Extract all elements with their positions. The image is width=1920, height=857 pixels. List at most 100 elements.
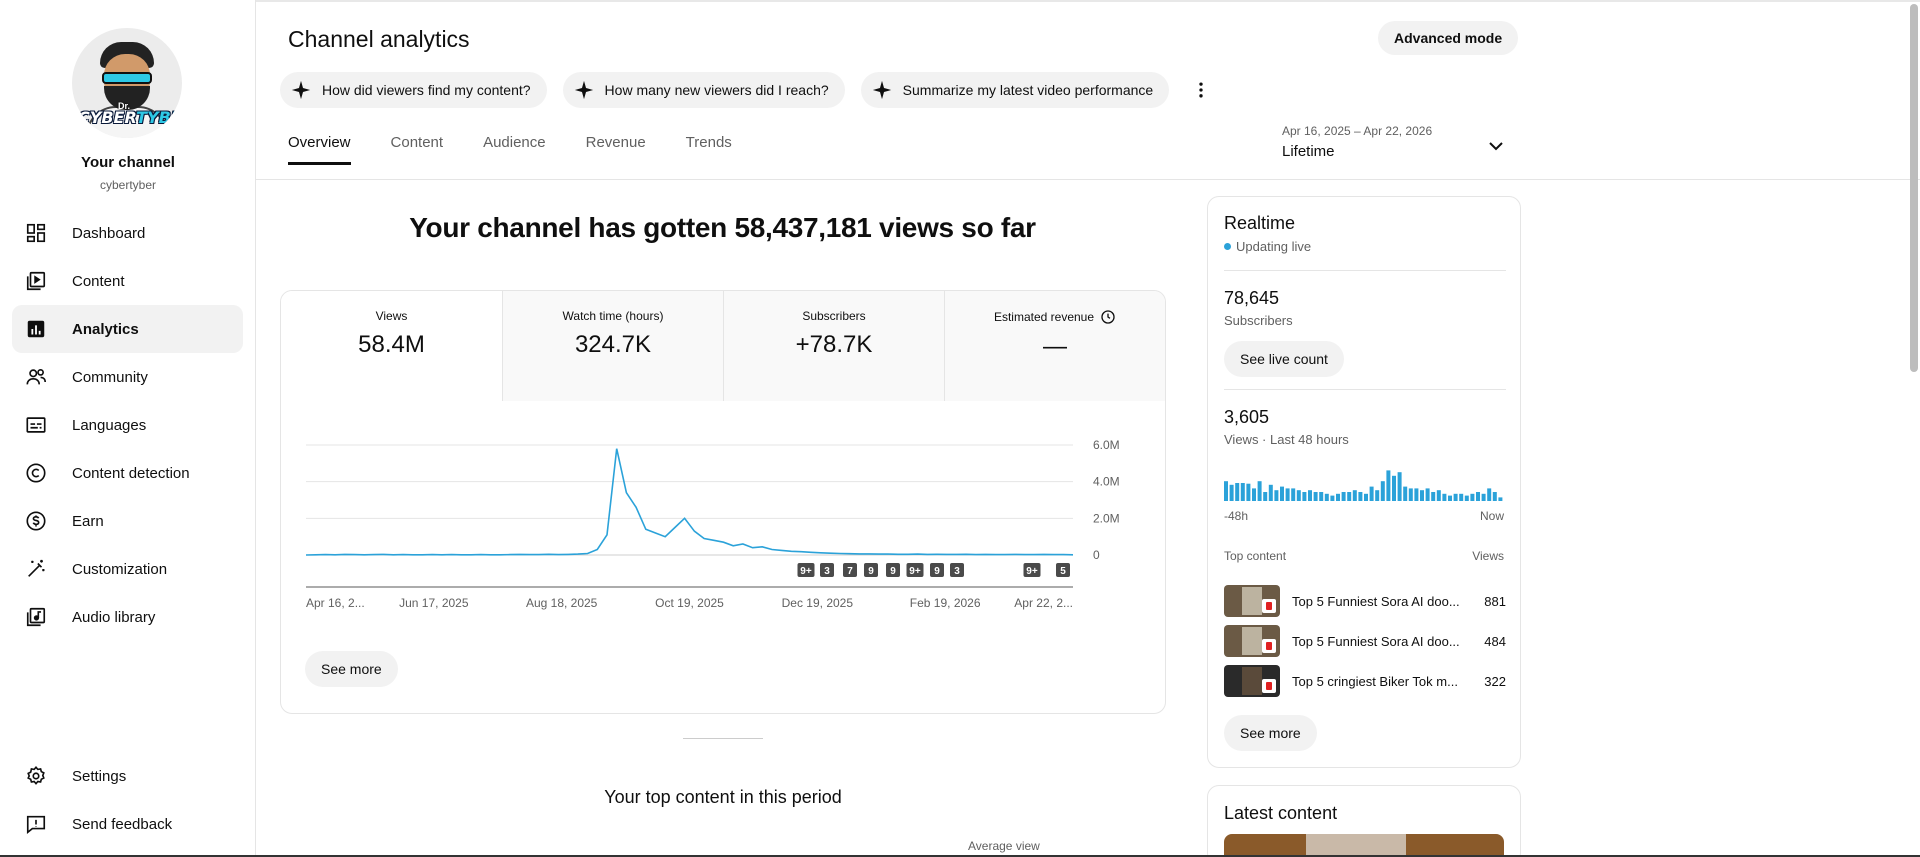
sidebar-item-label: Content [72,272,125,290]
sidebar-item-analytics[interactable]: Analytics [12,305,243,353]
sidebar-item-earn[interactable]: Earn [12,497,243,545]
top-content-row[interactable]: Top 5 Funniest Sora AI doo... 484 [1224,625,1506,657]
see-more-button[interactable]: See more [305,651,398,687]
x-tick-label: Apr 16, 2... [306,596,365,610]
annotation-marker[interactable]: 5 [1056,563,1070,577]
date-range-text: Apr 16, 2025 – Apr 22, 2026 [1282,124,1433,138]
sidebar-item-dashboard[interactable]: Dashboard [12,209,243,257]
realtime-bar [1476,492,1480,501]
annotation-marker-label: 9 [890,566,896,577]
realtime-bar [1492,492,1497,501]
realtime-bar [1403,486,1408,501]
top-content-row[interactable]: Top 5 Funniest Sora AI doo... 881 [1224,585,1506,617]
top-content-label: Top content [1224,549,1287,563]
metric-estimated-revenue[interactable]: Estimated revenue — [944,291,1165,401]
sidebar-item-label: Languages [72,416,147,434]
realtime-bar [1358,492,1363,501]
realtime-bar [1470,493,1475,501]
date-range-picker[interactable]: Apr 16, 2025 – Apr 22, 2026 Lifetime [1282,124,1432,160]
live-status: Updating live [1224,239,1311,254]
realtime-bar [1336,493,1340,501]
metric-value: 324.7K [574,331,652,358]
tab-content[interactable]: Content [390,134,444,151]
metric-watch-time[interactable]: Watch time (hours) 324.7K [502,291,723,401]
annotation-marker-bg [843,563,857,577]
annotation-marker[interactable]: 7 [843,563,857,577]
realtime-bar [1386,470,1391,501]
realtime-bar [1319,492,1324,501]
annotation-marker-label: 9+ [909,566,921,577]
feedback-icon [24,812,48,836]
realtime-bar [1308,490,1312,501]
sidebar-item-settings[interactable]: Settings [12,752,243,800]
sidebar-item-content[interactable]: Content [12,257,243,305]
metric-views[interactable]: Views 58.4M [281,291,502,401]
realtime-bar [1291,488,1296,501]
annotation-marker-label: 7 [847,566,853,577]
see-live-count-button[interactable]: See live count [1224,341,1344,377]
annotation-marker[interactable]: 9 [930,563,944,577]
annotation-marker-label: 3 [954,566,960,577]
annotation-marker[interactable]: 9 [864,563,878,577]
chevron-down-icon[interactable] [1484,134,1508,158]
realtime-bar [1436,490,1441,501]
annotation-marker[interactable]: 9+ [1023,563,1041,577]
suggestion-chips: How did viewers find my content? How man… [280,72,1213,108]
tab-overview[interactable]: Overview [288,134,351,165]
see-more-button[interactable]: See more [1224,715,1317,751]
advanced-mode-button[interactable]: Advanced mode [1378,21,1519,55]
realtime-bar [1246,483,1251,501]
more-options-icon[interactable] [1189,78,1213,102]
views-line-chart[interactable]: 6.0M 4.0M 2.0M 0 9+ 3 7 9 9 9+ 9 3 9+ 5 Apr 16, 2... Ju… [281,401,1166,641]
tab-revenue[interactable]: Revenue [585,134,646,151]
realtime-title: Realtime [1224,213,1296,233]
top-content-row[interactable]: Top 5 cringiest Biker Tok m... 322 [1224,665,1506,697]
channel-avatar[interactable]: Dr. CYBERTYBER [72,28,182,138]
sidebar-item-languages[interactable]: Languages [12,401,243,449]
sidebar-item-audio-library[interactable]: Audio library [12,593,243,641]
realtime-bar [1481,493,1486,501]
analytics-icon [24,317,48,341]
x-tick-label: Jun 17, 2025 [399,596,469,610]
sidebar-item-customization[interactable]: Customization [12,545,243,593]
page-title: Channel analytics [288,26,470,52]
sidebar-item-community[interactable]: Community [12,353,243,401]
metric-subscribers[interactable]: Subscribers +78.7K [723,291,944,401]
annotation-marker[interactable]: 9 [886,563,900,577]
realtime-bar [1341,492,1346,501]
annotation-marker[interactable]: 9+ [797,563,815,577]
annotation-marker-bg [864,563,878,577]
annotation-marker[interactable]: 3 [950,563,964,577]
realtime-subscribers-value: 78,645 [1224,288,1280,308]
x-tick-label: Apr 22, 2... [1014,596,1073,610]
top-content-title: Your top content in this period [604,787,842,807]
y-tick-label: 0 [1093,548,1100,562]
realtime-axis-start: -48h [1224,509,1249,523]
sidebar-item-content-detection[interactable]: Content detection [12,449,243,497]
content-icon [24,269,48,293]
realtime-bar-chart[interactable] [1224,465,1504,501]
chip-viewers-find[interactable]: How did viewers find my content? [280,72,547,108]
chip-new-viewers[interactable]: How many new viewers did I reach? [562,72,845,108]
y-tick-label: 4.0M [1093,475,1120,489]
sidebar-item-send-feedback[interactable]: Send feedback [12,800,243,848]
latest-video-thumbnail[interactable] [1224,834,1504,857]
sidebar: Dr. CYBERTYBER Your channel cybertyber D… [0,0,256,857]
video-views: 322 [1484,673,1506,689]
realtime-bar [1453,493,1458,501]
scrollbar[interactable] [1910,4,1918,372]
live-dot-icon [1224,243,1231,250]
realtime-bar [1431,492,1436,501]
realtime-bar [1352,490,1357,501]
avatar-logo-small: Dr. [118,101,131,111]
x-tick-label: Dec 19, 2025 [782,596,854,610]
chip-summarize-video[interactable]: Summarize my latest video performance [860,72,1170,108]
gear-icon [24,764,48,788]
annotation-marker[interactable]: 9+ [906,563,924,577]
tab-audience[interactable]: Audience [483,134,546,151]
realtime-bar [1414,488,1419,501]
tab-trends[interactable]: Trends [685,134,732,151]
realtime-bar [1268,484,1273,501]
annotation-marker[interactable]: 3 [820,563,834,577]
annotation-marker-bg [820,563,834,577]
